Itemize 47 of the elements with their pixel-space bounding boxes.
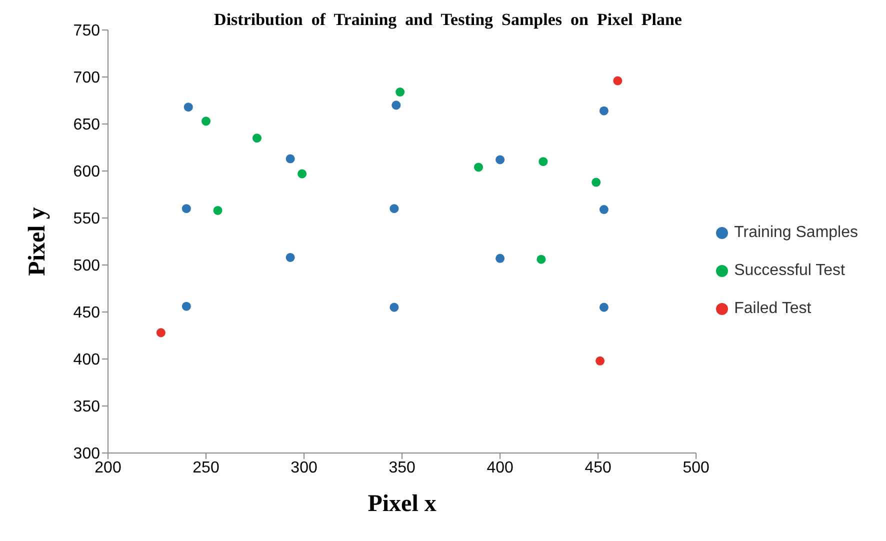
y-tick-label: 550 (73, 210, 100, 228)
point (599, 205, 608, 214)
point (496, 254, 505, 263)
y-tick-label: 750 (73, 22, 100, 40)
point (286, 252, 295, 262)
point (599, 302, 608, 312)
x-tick-label: 450 (584, 459, 612, 476)
chart-title: Distribution of Training and Testing Samples on Pixel Plane (214, 10, 682, 29)
x-axis-title: Pixel x (368, 491, 436, 517)
point (390, 302, 399, 312)
y-axis-title: Pixel y (24, 207, 51, 276)
y-tick-label: 500 (73, 258, 100, 275)
point (596, 356, 605, 366)
y-tick-label: 400 (73, 352, 100, 369)
point (184, 102, 193, 112)
x-tick-label: 400 (486, 459, 514, 476)
point (298, 169, 307, 178)
point (182, 302, 191, 311)
x-tick-label: 500 (682, 459, 710, 476)
x-tick-label: 250 (192, 459, 220, 476)
point (390, 204, 399, 214)
point (536, 254, 546, 264)
y-tick-label: 600 (73, 164, 100, 181)
x-tick-label: 200 (94, 459, 122, 476)
point (213, 206, 222, 215)
point (252, 134, 262, 143)
point (538, 157, 548, 166)
x-tick-label: 350 (388, 459, 416, 476)
point (396, 88, 405, 97)
point (286, 154, 295, 164)
point (182, 204, 191, 214)
y-tick-label: 650 (73, 116, 100, 134)
point (156, 328, 166, 338)
x-tick-label: 300 (290, 459, 318, 476)
point (202, 116, 211, 126)
legend-label: Training Samples (734, 224, 858, 242)
point (392, 100, 401, 110)
y-tick-label: 700 (73, 70, 100, 87)
point (474, 162, 484, 172)
point (613, 76, 622, 86)
point (592, 178, 601, 187)
y-tick-label: 350 (73, 398, 100, 416)
point (599, 106, 608, 116)
legend-label: Successful Test (734, 262, 845, 280)
y-tick-label: 450 (73, 304, 100, 322)
point (496, 155, 505, 164)
legend-label: Failed Test (734, 300, 812, 318)
